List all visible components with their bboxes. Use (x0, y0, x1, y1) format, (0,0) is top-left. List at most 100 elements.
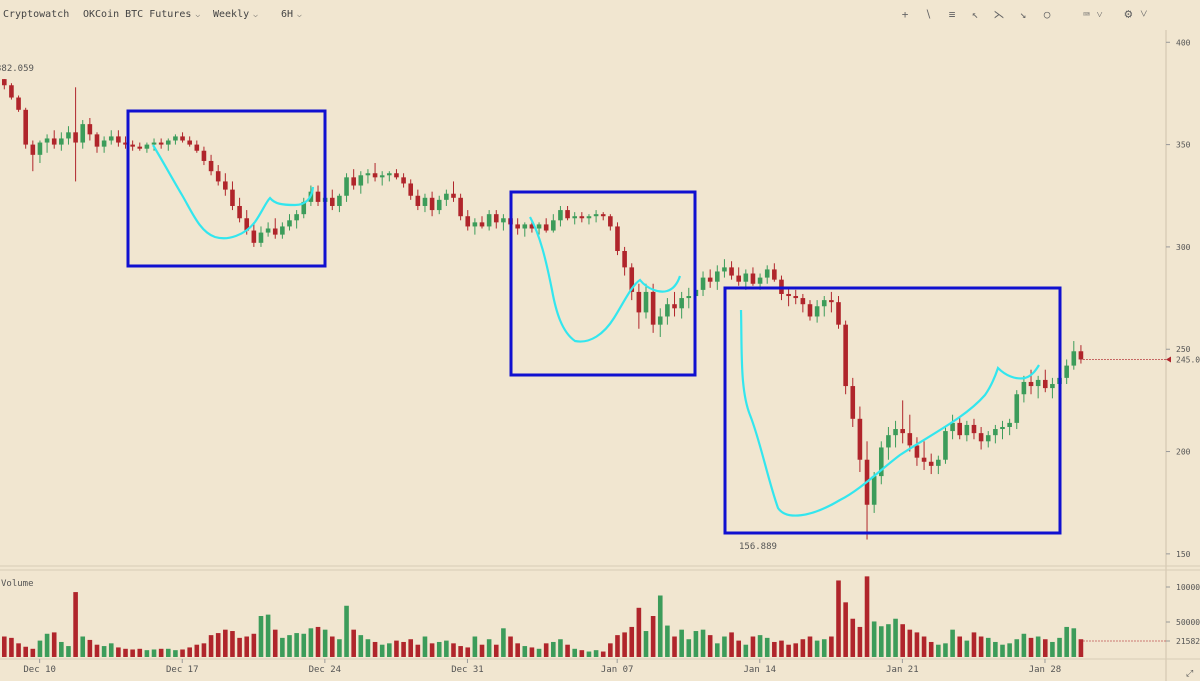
volume-bar (536, 648, 542, 657)
volume-bar (280, 637, 285, 657)
candle-body (344, 177, 349, 196)
expand-icon[interactable]: ⤢ (1185, 669, 1193, 679)
volume-bar (543, 643, 549, 657)
volume-bar (329, 636, 335, 657)
candle-body (672, 304, 677, 309)
y-tick-label: 250 (1176, 345, 1191, 354)
candle-body (237, 205, 242, 219)
volume-bar (807, 636, 813, 657)
volume-bar (950, 629, 955, 657)
candle-body (615, 226, 620, 252)
volume-bar (1064, 626, 1069, 657)
volume-bar (37, 640, 43, 657)
volume-bar (401, 641, 406, 657)
x-tick-label: Jan 14 (744, 665, 777, 675)
volume-bar (130, 649, 135, 657)
volume-bar (871, 621, 877, 657)
candle-body (408, 183, 414, 196)
exchange-label[interactable]: Cryptowatch (3, 9, 69, 20)
gear-icon[interactable]: ⚙ ˅ (1124, 7, 1148, 22)
market-selector[interactable]: OKCoin BTC Futures ⌵ (83, 9, 200, 20)
candle-body (608, 216, 613, 227)
volume-bar (1014, 639, 1020, 657)
volume-bar (864, 576, 870, 657)
volume-bar (194, 644, 200, 657)
candle-body (850, 386, 856, 419)
candle-body (551, 220, 556, 231)
plus-icon[interactable]: + (901, 8, 909, 21)
candle-body (657, 316, 663, 325)
candle-body (315, 191, 321, 202)
horizontal-lines-icon[interactable]: ≡ (948, 8, 956, 21)
volume-bar (586, 651, 592, 657)
volume-bar (73, 592, 78, 657)
volume-bar (1057, 637, 1062, 657)
candle-body (957, 422, 963, 436)
candle-body (807, 304, 813, 317)
circle-icon[interactable]: ○ (1043, 8, 1051, 21)
volume-bar (722, 636, 727, 657)
candle-body (1064, 365, 1069, 378)
volume-bar (1071, 628, 1077, 657)
x-tick-label: Jan 28 (1029, 665, 1062, 675)
volume-bar (208, 635, 214, 657)
candle-body (151, 142, 157, 145)
cup-curve-2 (529, 216, 682, 343)
candle-body (593, 214, 599, 217)
volume-bar (365, 639, 371, 657)
exchange-text: Cryptowatch (3, 9, 70, 20)
keyboard-icon[interactable]: ⌨ ˅ (1083, 8, 1103, 21)
candle-body (187, 140, 192, 145)
volume-bar (615, 635, 620, 657)
volume-bar (51, 632, 57, 657)
candle-body (158, 142, 164, 145)
fork-icon[interactable]: ⋋ (993, 8, 1005, 21)
candle-body (415, 195, 421, 206)
candle-body (94, 134, 100, 147)
pointer-arrow-icon[interactable]: ↖ (971, 8, 979, 21)
volume-bar (16, 643, 21, 657)
candle-body (572, 216, 577, 219)
candle-body (379, 175, 385, 178)
volume-bar (215, 633, 221, 657)
volume-bar (315, 626, 321, 657)
candle-body (821, 300, 827, 307)
arrow-icon[interactable]: ↘ (1019, 8, 1027, 21)
volume-bar (971, 632, 977, 657)
volume-bar (679, 629, 684, 657)
candle-body (886, 435, 891, 448)
candle-body (44, 138, 50, 143)
volume-bar (985, 637, 991, 657)
interval-text: 6H (281, 9, 294, 20)
candle-body (123, 142, 128, 145)
candle-body (622, 251, 627, 268)
chevron-down-icon: ⌵ (253, 10, 258, 19)
volume-bar (686, 639, 692, 657)
volume-bar (772, 641, 777, 657)
line-icon[interactable]: ∖ (924, 8, 932, 21)
candle-body (936, 459, 941, 466)
candle-body (329, 197, 335, 206)
period-selector[interactable]: Weekly ⌵ (213, 9, 258, 20)
y-tick-label: 300 (1176, 243, 1191, 252)
candle-body (337, 195, 342, 206)
candle-body (921, 457, 927, 462)
candle-body (757, 277, 763, 284)
interval-selector[interactable]: 6H ⌵ (281, 9, 302, 20)
candle-body (59, 138, 64, 145)
x-tick-label: Dec 24 (309, 665, 342, 675)
volume-bar (123, 648, 128, 657)
volume-bar (914, 632, 920, 657)
candle-body (215, 171, 221, 182)
volume-bar (529, 647, 535, 657)
volume-bar (629, 626, 635, 657)
volume-bar (258, 616, 264, 657)
volume-bar (493, 644, 499, 657)
candle-body (679, 298, 684, 309)
volume-bar (344, 605, 349, 657)
x-tick-label: Jan 21 (886, 665, 919, 675)
volume-bar (715, 643, 720, 657)
volume-bar (928, 641, 934, 657)
volume-bar (436, 641, 442, 657)
